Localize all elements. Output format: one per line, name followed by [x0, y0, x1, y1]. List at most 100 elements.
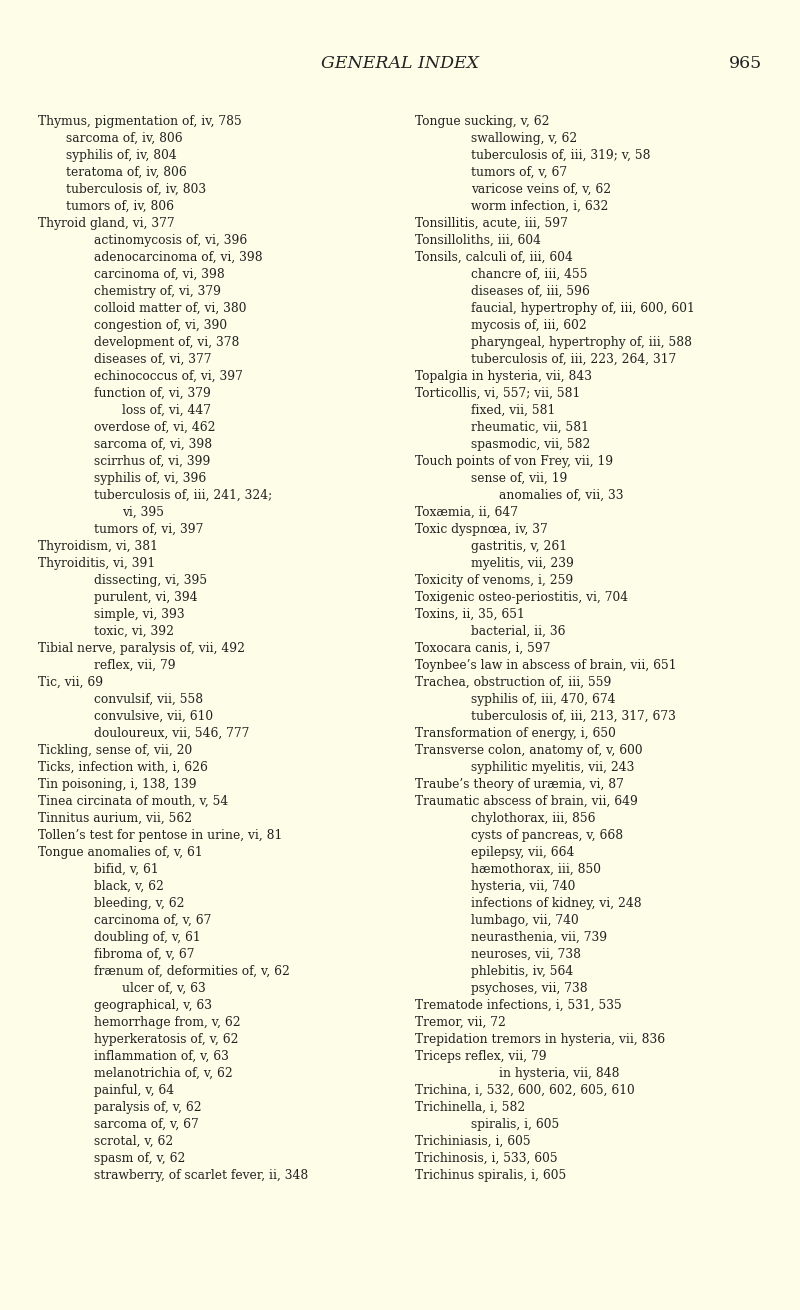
Text: Toxic dyspnœa, iv, 37: Toxic dyspnœa, iv, 37	[415, 523, 548, 536]
Text: sarcoma of, vi, 398: sarcoma of, vi, 398	[94, 438, 212, 451]
Text: chylothorax, iii, 856: chylothorax, iii, 856	[471, 812, 595, 825]
Text: bleeding, v, 62: bleeding, v, 62	[94, 897, 185, 910]
Text: Tonsilloliths, iii, 604: Tonsilloliths, iii, 604	[415, 234, 541, 248]
Text: Transformation of energy, i, 650: Transformation of energy, i, 650	[415, 727, 616, 740]
Text: spasm of, v, 62: spasm of, v, 62	[94, 1151, 186, 1165]
Text: Transverse colon, anatomy of, v, 600: Transverse colon, anatomy of, v, 600	[415, 744, 642, 757]
Text: inflammation of, v, 63: inflammation of, v, 63	[94, 1051, 229, 1062]
Text: loss of, vi, 447: loss of, vi, 447	[122, 403, 211, 417]
Text: bacterial, ii, 36: bacterial, ii, 36	[471, 625, 566, 638]
Text: scrotal, v, 62: scrotal, v, 62	[94, 1134, 174, 1148]
Text: sarcoma of, v, 67: sarcoma of, v, 67	[94, 1117, 198, 1131]
Text: anomalies of, vii, 33: anomalies of, vii, 33	[499, 489, 623, 502]
Text: Toxigenic osteo-periostitis, vi, 704: Toxigenic osteo-periostitis, vi, 704	[415, 591, 628, 604]
Text: Tinea circinata of mouth, v, 54: Tinea circinata of mouth, v, 54	[38, 795, 228, 808]
Text: Trepidation tremors in hysteria, vii, 836: Trepidation tremors in hysteria, vii, 83…	[415, 1034, 665, 1045]
Text: adenocarcinoma of, vi, 398: adenocarcinoma of, vi, 398	[94, 252, 262, 265]
Text: teratoma of, iv, 806: teratoma of, iv, 806	[66, 166, 186, 179]
Text: bifid, v, 61: bifid, v, 61	[94, 863, 158, 876]
Text: mycosis of, iii, 602: mycosis of, iii, 602	[471, 320, 586, 331]
Text: myelitis, vii, 239: myelitis, vii, 239	[471, 557, 574, 570]
Text: diseases of, iii, 596: diseases of, iii, 596	[471, 286, 590, 297]
Text: hyperkeratosis of, v, 62: hyperkeratosis of, v, 62	[94, 1034, 238, 1045]
Text: sense of, vii, 19: sense of, vii, 19	[471, 472, 567, 485]
Text: diseases of, vi, 377: diseases of, vi, 377	[94, 352, 211, 365]
Text: neuroses, vii, 738: neuroses, vii, 738	[471, 948, 581, 962]
Text: simple, vi, 393: simple, vi, 393	[94, 608, 185, 621]
Text: scirrhus of, vi, 399: scirrhus of, vi, 399	[94, 455, 210, 468]
Text: actinomycosis of, vi, 396: actinomycosis of, vi, 396	[94, 234, 247, 248]
Text: chancre of, iii, 455: chancre of, iii, 455	[471, 269, 587, 282]
Text: Trichinella, i, 582: Trichinella, i, 582	[415, 1100, 526, 1113]
Text: Thyroidism, vi, 381: Thyroidism, vi, 381	[38, 540, 158, 553]
Text: Tibial nerve, paralysis of, vii, 492: Tibial nerve, paralysis of, vii, 492	[38, 642, 245, 655]
Text: spasmodic, vii, 582: spasmodic, vii, 582	[471, 438, 590, 451]
Text: echinococcus of, vi, 397: echinococcus of, vi, 397	[94, 369, 243, 383]
Text: varicose veins of, v, 62: varicose veins of, v, 62	[471, 183, 611, 196]
Text: Torticollis, vi, 557; vii, 581: Torticollis, vi, 557; vii, 581	[415, 386, 580, 400]
Text: syphilitic myelitis, vii, 243: syphilitic myelitis, vii, 243	[471, 761, 634, 774]
Text: swallowing, v, 62: swallowing, v, 62	[471, 132, 578, 145]
Text: Tin poisoning, i, 138, 139: Tin poisoning, i, 138, 139	[38, 778, 197, 791]
Text: lumbago, vii, 740: lumbago, vii, 740	[471, 914, 578, 927]
Text: GENERAL INDEX: GENERAL INDEX	[321, 55, 479, 72]
Text: fixed, vii, 581: fixed, vii, 581	[471, 403, 555, 417]
Text: purulent, vi, 394: purulent, vi, 394	[94, 591, 198, 604]
Text: Trachea, obstruction of, iii, 559: Trachea, obstruction of, iii, 559	[415, 676, 611, 689]
Text: Tinnitus aurium, vii, 562: Tinnitus aurium, vii, 562	[38, 812, 192, 825]
Text: overdose of, vi, 462: overdose of, vi, 462	[94, 421, 215, 434]
Text: Tonsillitis, acute, iii, 597: Tonsillitis, acute, iii, 597	[415, 217, 568, 231]
Text: Trichiniasis, i, 605: Trichiniasis, i, 605	[415, 1134, 530, 1148]
Text: syphilis of, vi, 396: syphilis of, vi, 396	[94, 472, 206, 485]
Text: Toxicity of venoms, i, 259: Toxicity of venoms, i, 259	[415, 574, 574, 587]
Text: geographical, v, 63: geographical, v, 63	[94, 1000, 212, 1013]
Text: phlebitis, iv, 564: phlebitis, iv, 564	[471, 965, 574, 979]
Text: pharyngeal, hypertrophy of, iii, 588: pharyngeal, hypertrophy of, iii, 588	[471, 335, 692, 348]
Text: tumors of, vi, 397: tumors of, vi, 397	[94, 523, 203, 536]
Text: psychoses, vii, 738: psychoses, vii, 738	[471, 982, 588, 996]
Text: black, v, 62: black, v, 62	[94, 880, 164, 893]
Text: frænum of, deformities of, v, 62: frænum of, deformities of, v, 62	[94, 965, 290, 979]
Text: tuberculosis of, iii, 213, 317, 673: tuberculosis of, iii, 213, 317, 673	[471, 710, 676, 723]
Text: spiralis, i, 605: spiralis, i, 605	[471, 1117, 559, 1131]
Text: syphilis of, iv, 804: syphilis of, iv, 804	[66, 149, 177, 162]
Text: epilepsy, vii, 664: epilepsy, vii, 664	[471, 846, 574, 859]
Text: Thyroid gland, vi, 377: Thyroid gland, vi, 377	[38, 217, 174, 231]
Text: hysteria, vii, 740: hysteria, vii, 740	[471, 880, 575, 893]
Text: Triceps reflex, vii, 79: Triceps reflex, vii, 79	[415, 1051, 546, 1062]
Text: tuberculosis of, iii, 223, 264, 317: tuberculosis of, iii, 223, 264, 317	[471, 352, 676, 365]
Text: Thyroiditis, vi, 391: Thyroiditis, vi, 391	[38, 557, 155, 570]
Text: toxic, vi, 392: toxic, vi, 392	[94, 625, 174, 638]
Text: Traube’s theory of uræmia, vi, 87: Traube’s theory of uræmia, vi, 87	[415, 778, 624, 791]
Text: in hysteria, vii, 848: in hysteria, vii, 848	[499, 1068, 619, 1079]
Text: neurasthenia, vii, 739: neurasthenia, vii, 739	[471, 931, 607, 945]
Text: rheumatic, vii, 581: rheumatic, vii, 581	[471, 421, 589, 434]
Text: Trichina, i, 532, 600, 602, 605, 610: Trichina, i, 532, 600, 602, 605, 610	[415, 1083, 634, 1096]
Text: paralysis of, v, 62: paralysis of, v, 62	[94, 1100, 202, 1113]
Text: Tollen’s test for pentose in urine, vi, 81: Tollen’s test for pentose in urine, vi, …	[38, 829, 282, 842]
Text: infections of kidney, vi, 248: infections of kidney, vi, 248	[471, 897, 642, 910]
Text: hæmothorax, iii, 850: hæmothorax, iii, 850	[471, 863, 601, 876]
Text: chemistry of, vi, 379: chemistry of, vi, 379	[94, 286, 221, 297]
Text: Topalgia in hysteria, vii, 843: Topalgia in hysteria, vii, 843	[415, 369, 592, 383]
Text: tuberculosis of, iii, 241, 324;: tuberculosis of, iii, 241, 324;	[94, 489, 272, 502]
Text: tumors of, v, 67: tumors of, v, 67	[471, 166, 567, 179]
Text: tuberculosis of, iii, 319; v, 58: tuberculosis of, iii, 319; v, 58	[471, 149, 650, 162]
Text: Toxocara canis, i, 597: Toxocara canis, i, 597	[415, 642, 550, 655]
Text: faucial, hypertrophy of, iii, 600, 601: faucial, hypertrophy of, iii, 600, 601	[471, 303, 694, 314]
Text: sarcoma of, iv, 806: sarcoma of, iv, 806	[66, 132, 182, 145]
Text: tuberculosis of, iv, 803: tuberculosis of, iv, 803	[66, 183, 206, 196]
Text: Toynbee’s law in abscess of brain, vii, 651: Toynbee’s law in abscess of brain, vii, …	[415, 659, 677, 672]
Text: ulcer of, v, 63: ulcer of, v, 63	[122, 982, 206, 996]
Text: Tickling, sense of, vii, 20: Tickling, sense of, vii, 20	[38, 744, 192, 757]
Text: cysts of pancreas, v, 668: cysts of pancreas, v, 668	[471, 829, 623, 842]
Text: painful, v, 64: painful, v, 64	[94, 1083, 174, 1096]
Text: vi, 395: vi, 395	[122, 506, 164, 519]
Text: douloureux, vii, 546, 777: douloureux, vii, 546, 777	[94, 727, 250, 740]
Text: colloid matter of, vi, 380: colloid matter of, vi, 380	[94, 303, 246, 314]
Text: convulsif, vii, 558: convulsif, vii, 558	[94, 693, 203, 706]
Text: convulsive, vii, 610: convulsive, vii, 610	[94, 710, 213, 723]
Text: Toxæmia, ii, 647: Toxæmia, ii, 647	[415, 506, 518, 519]
Text: 965: 965	[729, 55, 762, 72]
Text: dissecting, vi, 395: dissecting, vi, 395	[94, 574, 207, 587]
